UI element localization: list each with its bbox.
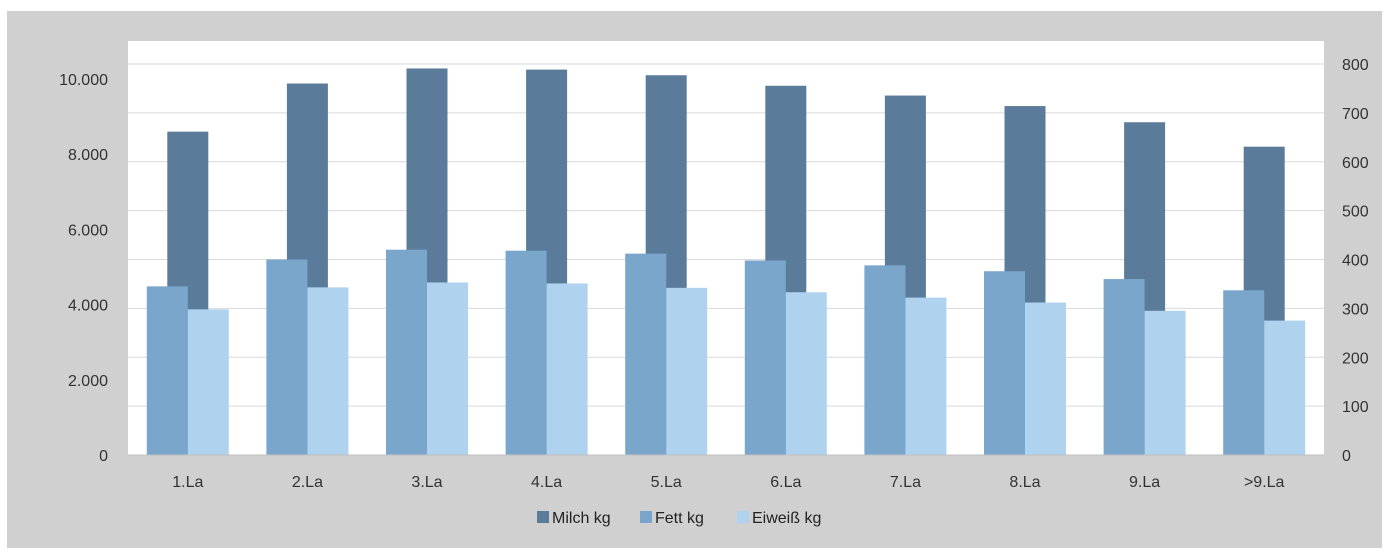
legend-label: Eiweiß kg: [752, 510, 821, 527]
left-tick-label: 2.000: [68, 373, 108, 390]
bar-eiweiss: [307, 287, 349, 455]
x-tick-label: 5.La: [651, 474, 682, 491]
x-tick-label: 1.La: [172, 474, 203, 491]
bar-fett: [1223, 290, 1265, 455]
right-tick-label: 500: [1342, 204, 1369, 221]
bar-fett: [146, 286, 188, 455]
x-tick-label: 9.La: [1129, 474, 1160, 491]
legend-label: Milch kg: [552, 510, 611, 527]
right-tick-label: 300: [1342, 301, 1369, 318]
x-tick-label: 4.La: [531, 474, 562, 491]
x-axis-ticks: 1.La 2.La 3.La 4.La 5.La 6.La 7.La 8.La 9.La >9.L…: [172, 474, 1284, 491]
right-tick-label: 800: [1342, 57, 1369, 74]
bar-eiweiss: [785, 292, 827, 455]
bar-eiweiss: [1264, 320, 1306, 455]
bar-fett: [1103, 279, 1145, 455]
bar-eiweiss: [187, 309, 229, 455]
left-tick-label: 6.000: [68, 222, 108, 239]
legend-label: Fett kg: [655, 510, 704, 527]
bar-fett: [625, 253, 667, 455]
legend-swatch: [640, 511, 652, 523]
right-tick-label: 0: [1342, 448, 1351, 465]
right-tick-label: 100: [1342, 399, 1369, 416]
bar-fett: [386, 249, 427, 455]
legend-swatch: [537, 511, 549, 523]
x-tick-label: 2.La: [292, 474, 323, 491]
bar-eiweiss: [427, 282, 468, 455]
left-axis-ticks: 0 2.000 4.000 6.000 8.000 10.000: [59, 72, 108, 465]
right-tick-label: 600: [1342, 155, 1369, 172]
left-tick-label: 8.000: [68, 147, 108, 164]
x-tick-label: >9.La: [1244, 474, 1285, 491]
right-tick-label: 400: [1342, 253, 1369, 270]
bar-eiweiss: [546, 283, 588, 455]
left-tick-label: 10.000: [59, 72, 108, 89]
right-tick-label: 200: [1342, 350, 1369, 367]
x-tick-label: 8.La: [1009, 474, 1040, 491]
bar-eiweiss: [666, 287, 708, 455]
bar-fett: [864, 265, 906, 455]
x-tick-label: 7.La: [890, 474, 921, 491]
legend-swatch: [737, 511, 749, 523]
x-tick-label: 3.La: [411, 474, 442, 491]
bar-fett: [984, 271, 1025, 455]
bar-eiweiss: [1025, 302, 1066, 455]
bar-fett: [505, 250, 547, 455]
bar-fett: [266, 259, 308, 455]
legend: Milch kg Fett kg Eiweiß kg: [537, 510, 821, 527]
left-tick-label: 0: [99, 448, 108, 465]
bar-eiweiss: [1144, 310, 1186, 455]
right-tick-label: 700: [1342, 106, 1369, 123]
left-tick-label: 4.000: [68, 298, 108, 315]
bars: [128, 68, 1324, 456]
bar-eiweiss: [905, 297, 947, 455]
x-tick-label: 6.La: [770, 474, 801, 491]
bar-fett: [744, 260, 786, 455]
right-axis-ticks: 0 100 200 300 400 500 600 700 800: [1342, 57, 1369, 465]
